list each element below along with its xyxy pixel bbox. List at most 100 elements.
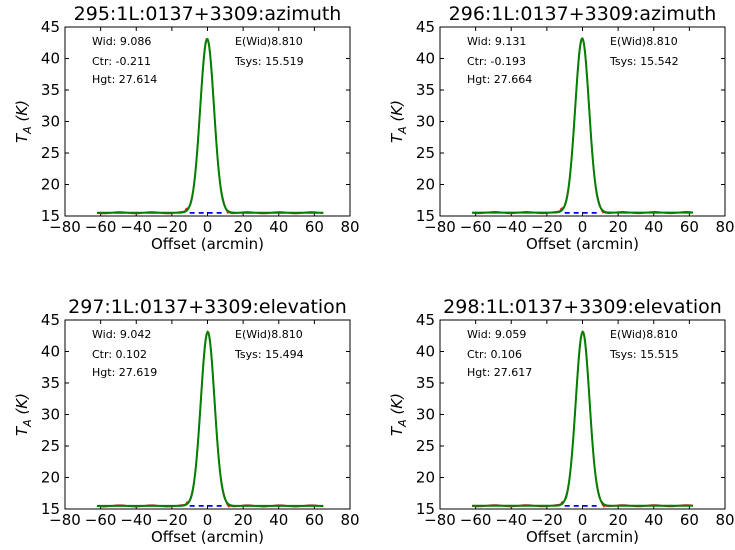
y-axis-label: TA (K) xyxy=(13,100,34,143)
x-tick-label: 40 xyxy=(269,218,288,236)
y-tick-label: 25 xyxy=(41,437,60,455)
y-tick-label: 40 xyxy=(416,343,435,361)
y-tick-label: 40 xyxy=(416,50,435,68)
x-tick-label: −80 xyxy=(424,218,456,236)
annotation-ctr: Ctr: 0.102 xyxy=(92,348,147,361)
y-tick-label: 25 xyxy=(416,144,435,162)
x-tick-label: 20 xyxy=(609,511,628,529)
y-tick-label: 20 xyxy=(41,176,60,194)
subplot-2: 296:1L:0137+3309:azimuth −80 −60 −40 −20 0 20 4… xyxy=(388,3,735,253)
subplot-3: 297:1L:0137+3309:elevation −80 −60 −40 −20 0 2… xyxy=(13,296,360,546)
x-axis-label: Offset (arcmin) xyxy=(526,528,639,546)
x-tick-label: −60 xyxy=(460,218,492,236)
fit-series xyxy=(472,330,693,507)
y-tick-label: 30 xyxy=(416,113,435,131)
x-tick-label: −60 xyxy=(460,511,492,529)
annotation-hgt: Hgt: 27.614 xyxy=(92,73,157,86)
y-tick-label: 30 xyxy=(416,406,435,424)
x-tick-label: −20 xyxy=(531,218,563,236)
y-tick-label: 15 xyxy=(416,500,435,518)
y-tick-label: 25 xyxy=(41,144,60,162)
x-tick-label: 20 xyxy=(234,218,253,236)
x-tick-label: 60 xyxy=(680,218,699,236)
annotation-wid: Wid: 9.086 xyxy=(92,35,151,48)
annotation-ewid: E(Wid)8.810 xyxy=(235,35,303,48)
x-tick-label: −20 xyxy=(156,218,188,236)
y-tick-label: 20 xyxy=(41,469,60,487)
y-axis-label: TA (K) xyxy=(13,393,34,436)
annotation-wid: Wid: 9.059 xyxy=(467,328,526,341)
y-axis-label: TA (K) xyxy=(388,393,409,436)
annotation-ewid: E(Wid)8.810 xyxy=(235,328,303,341)
subplot-1: 295:1L:0137+3309:azimuth −80 −60 −40 −20 0 20 4… xyxy=(13,3,360,253)
x-tick-label: −20 xyxy=(156,511,188,529)
fit-series xyxy=(97,37,324,214)
y-tick-label: 35 xyxy=(416,374,435,392)
x-tick-label: 60 xyxy=(305,511,324,529)
x-tick-label: −40 xyxy=(120,218,152,236)
fit-series xyxy=(97,330,324,507)
y-tick-label: 20 xyxy=(416,469,435,487)
y-tick-label: 15 xyxy=(416,207,435,225)
x-tick-label: 20 xyxy=(234,511,253,529)
y-tick-label: 20 xyxy=(416,176,435,194)
y-tick-label: 40 xyxy=(41,343,60,361)
y-tick-label: 15 xyxy=(41,500,60,518)
x-tick-label: 0 xyxy=(203,511,213,529)
fit-series xyxy=(472,37,693,214)
x-tick-label: 80 xyxy=(715,511,734,529)
annotation-hgt: Hgt: 27.619 xyxy=(92,366,157,379)
y-tick-label: 35 xyxy=(41,81,60,99)
plot-title: 297:1L:0137+3309:elevation xyxy=(68,296,347,318)
y-tick-label: 35 xyxy=(416,81,435,99)
annotation-tsys: Tsys: 15.542 xyxy=(609,55,679,68)
x-tick-label: −60 xyxy=(85,218,117,236)
annotation-tsys: Tsys: 15.515 xyxy=(609,348,679,361)
x-tick-label: −20 xyxy=(531,511,563,529)
annotation-ewid: E(Wid)8.810 xyxy=(610,328,678,341)
x-tick-label: −40 xyxy=(495,218,527,236)
y-tick-label: 35 xyxy=(41,374,60,392)
y-tick-label: 45 xyxy=(41,18,60,36)
y-tick-label: 45 xyxy=(416,18,435,36)
annotation-hgt: Hgt: 27.664 xyxy=(467,73,532,86)
x-tick-label: 60 xyxy=(305,218,324,236)
x-tick-label: 40 xyxy=(269,511,288,529)
y-tick-label: 30 xyxy=(41,113,60,131)
annotation-ewid: E(Wid)8.810 xyxy=(610,35,678,48)
annotation-ctr: Ctr: -0.193 xyxy=(467,55,526,68)
x-tick-label: 20 xyxy=(609,218,628,236)
x-tick-label: −80 xyxy=(424,511,456,529)
annotation-tsys: Tsys: 15.519 xyxy=(234,55,304,68)
x-tick-label: 80 xyxy=(340,218,359,236)
x-tick-label: −40 xyxy=(120,511,152,529)
x-tick-label: 0 xyxy=(578,218,588,236)
y-tick-label: 30 xyxy=(41,406,60,424)
annotation-wid: Wid: 9.131 xyxy=(467,35,526,48)
annotation-ctr: Ctr: -0.211 xyxy=(92,55,151,68)
x-tick-label: −40 xyxy=(495,511,527,529)
x-tick-label: −80 xyxy=(49,511,81,529)
y-tick-label: 15 xyxy=(41,207,60,225)
x-tick-label: 0 xyxy=(203,218,213,236)
annotation-ctr: Ctr: 0.106 xyxy=(467,348,522,361)
y-tick-label: 40 xyxy=(41,50,60,68)
x-tick-label: 40 xyxy=(644,218,663,236)
x-axis-label: Offset (arcmin) xyxy=(526,235,639,253)
annotation-tsys: Tsys: 15.494 xyxy=(234,348,304,361)
x-tick-label: 80 xyxy=(340,511,359,529)
y-tick-label: 25 xyxy=(416,437,435,455)
annotation-hgt: Hgt: 27.617 xyxy=(467,366,532,379)
x-axis-label: Offset (arcmin) xyxy=(151,528,264,546)
x-tick-label: 0 xyxy=(578,511,588,529)
annotation-wid: Wid: 9.042 xyxy=(92,328,151,341)
y-tick-label: 45 xyxy=(41,311,60,329)
subplot-4: 298:1L:0137+3309:elevation −80 −60 −40 −20 0 2… xyxy=(388,296,735,546)
y-axis-label: TA (K) xyxy=(388,100,409,143)
x-tick-label: 80 xyxy=(715,218,734,236)
y-tick-label: 45 xyxy=(416,311,435,329)
x-tick-label: −60 xyxy=(85,511,117,529)
plot-title: 296:1L:0137+3309:azimuth xyxy=(449,3,717,25)
plot-title: 295:1L:0137+3309:azimuth xyxy=(74,3,342,25)
